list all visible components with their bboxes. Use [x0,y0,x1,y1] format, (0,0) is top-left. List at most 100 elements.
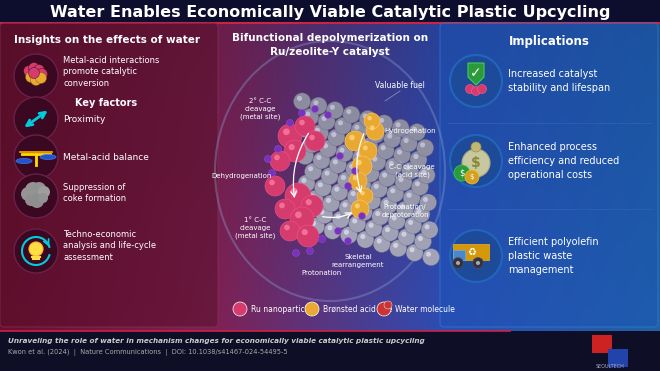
Circle shape [415,181,420,186]
Text: Skeletal
rearrangement: Skeletal rearrangement [332,254,384,268]
Circle shape [374,184,379,189]
Circle shape [422,249,440,266]
Circle shape [391,216,397,221]
Circle shape [366,122,384,140]
Circle shape [405,165,411,170]
Circle shape [270,151,290,171]
Circle shape [423,197,428,202]
Circle shape [375,211,380,216]
Circle shape [420,194,437,211]
Circle shape [25,194,37,206]
Circle shape [348,137,353,141]
Circle shape [314,100,319,105]
Circle shape [299,120,305,125]
Circle shape [356,152,361,157]
Circle shape [465,85,475,93]
Circle shape [327,225,333,230]
Circle shape [369,154,386,170]
Text: ✓: ✓ [470,66,482,80]
Circle shape [364,193,381,210]
Text: Increased catalyst
stability and lifespan: Increased catalyst stability and lifespa… [508,69,610,93]
Circle shape [393,243,398,248]
Circle shape [406,244,423,261]
Circle shape [343,202,347,207]
Circle shape [285,183,311,209]
Circle shape [319,210,325,215]
Circle shape [303,205,308,210]
Circle shape [477,85,486,93]
Circle shape [290,188,298,195]
Circle shape [275,199,295,219]
Circle shape [336,214,341,219]
Text: Key factors: Key factors [75,98,137,108]
Circle shape [319,236,325,243]
Circle shape [357,179,362,184]
Bar [0,331,660,371]
Circle shape [336,145,353,162]
Circle shape [355,203,360,209]
Circle shape [407,193,412,198]
Circle shape [381,145,385,150]
Circle shape [21,187,35,201]
Text: 1° C-C
cleavage
(metal site): 1° C-C cleavage (metal site) [235,217,275,239]
Text: Insights on the effects of water: Insights on the effects of water [14,35,200,45]
Circle shape [405,217,422,234]
Circle shape [420,142,425,147]
Circle shape [333,159,338,164]
Circle shape [283,128,290,135]
Circle shape [397,201,414,218]
Circle shape [326,198,331,203]
Circle shape [349,172,367,190]
Circle shape [462,149,490,177]
Circle shape [402,162,418,179]
Text: Bifunctional depolymerization on
Ru/zeolite-Y catalyst: Bifunctional depolymerization on Ru/zeol… [232,33,428,57]
Text: Enhanced process
efficiency and reduced
operational costs: Enhanced process efficiency and reduced … [508,142,619,180]
Circle shape [352,149,370,166]
Circle shape [300,202,317,219]
Circle shape [422,170,426,175]
Circle shape [325,171,329,175]
Text: Hydrogenation: Hydrogenation [384,128,436,134]
Circle shape [312,125,329,142]
Circle shape [36,72,46,83]
Circle shape [318,113,335,130]
Circle shape [392,119,409,136]
Text: Brønsted acid site: Brønsted acid site [323,305,392,313]
Circle shape [412,127,417,132]
Circle shape [284,140,306,162]
Circle shape [302,229,308,235]
Circle shape [380,197,397,214]
Circle shape [346,109,351,114]
Circle shape [351,200,369,218]
Circle shape [390,188,395,193]
Circle shape [414,233,432,250]
Circle shape [316,207,333,224]
Text: $: $ [471,156,481,170]
Text: Protonation: Protonation [302,270,342,276]
Circle shape [349,135,355,140]
Circle shape [364,113,380,129]
Circle shape [297,225,319,247]
Circle shape [348,216,366,232]
Circle shape [398,229,415,246]
Circle shape [324,222,341,239]
Circle shape [306,191,323,207]
Text: $: $ [470,174,475,180]
Circle shape [383,200,389,205]
Circle shape [465,170,479,184]
Circle shape [418,236,423,241]
Circle shape [360,234,366,239]
Circle shape [328,129,345,146]
Polygon shape [468,63,484,85]
Circle shape [354,125,360,130]
Circle shape [305,302,319,316]
Bar [0,0,660,23]
Text: Techno-economic
analysis and life-cycle
assessment: Techno-economic analysis and life-cycle … [63,230,156,262]
Text: Valuable fuel: Valuable fuel [375,82,425,91]
Text: SEOULTECH: SEOULTECH [595,364,624,369]
Circle shape [316,155,321,160]
Text: Protonation/
deprotoration: Protonation/ deprotoration [381,204,429,218]
Circle shape [339,148,345,153]
Circle shape [318,182,323,187]
Circle shape [300,151,305,155]
